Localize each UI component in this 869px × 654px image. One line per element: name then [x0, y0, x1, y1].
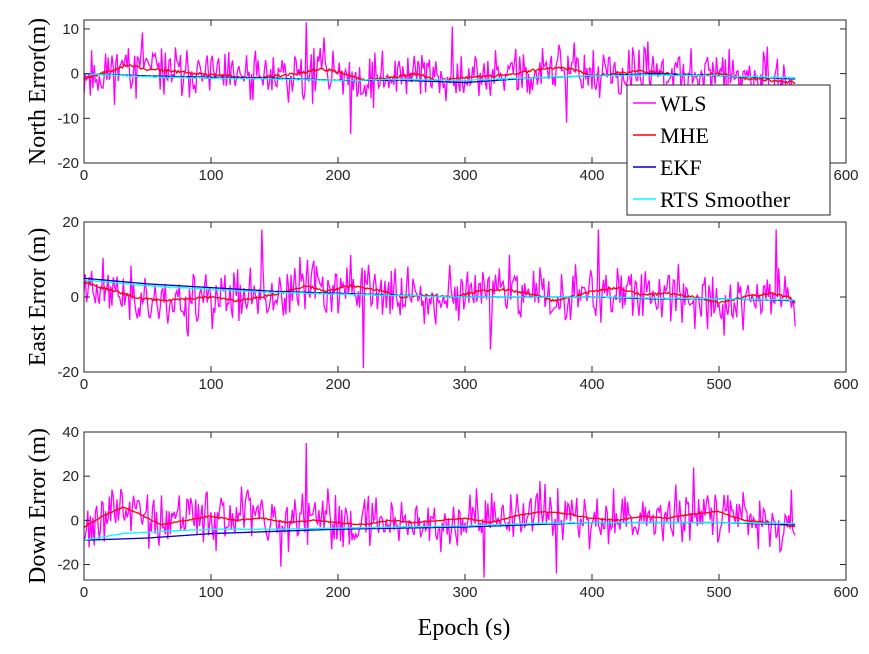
x-tick-label: 100 — [198, 167, 223, 184]
legend: WLS MHE EKF RTS Smoother — [626, 84, 831, 216]
y-tick-label: -20 — [57, 557, 79, 574]
series-mhe-line — [84, 506, 796, 529]
y-tick-label: -20 — [57, 155, 79, 172]
x-tick-label: 300 — [452, 376, 477, 393]
y-tick-label: 0 — [71, 512, 79, 529]
y-tick-label: 20 — [62, 468, 79, 485]
y-axis-label: Down Error (m) — [25, 428, 51, 584]
x-tick-label: 600 — [833, 167, 858, 184]
y-tick-label: 40 — [62, 424, 79, 441]
x-tick-label: 300 — [452, 167, 477, 184]
x-tick-label: 500 — [706, 376, 731, 393]
x-tick-label: 0 — [80, 584, 88, 601]
x-tick-label: 200 — [325, 167, 350, 184]
legend-label: RTS Smoother — [660, 187, 791, 212]
series-wls-line — [84, 22, 796, 134]
x-tick-label: 300 — [452, 584, 477, 601]
x-tick-label: 400 — [579, 167, 604, 184]
plot-area — [84, 22, 796, 134]
legend-item-ekf: EKF — [633, 155, 702, 180]
legend-label: MHE — [660, 123, 709, 148]
series-rts-smoother-line — [84, 521, 796, 542]
y-tick-label: 10 — [62, 21, 79, 38]
series-wls-line — [84, 443, 796, 578]
plot-area — [84, 229, 796, 369]
legend-item-mhe: MHE — [633, 123, 709, 148]
x-tick-label: 100 — [198, 376, 223, 393]
legend-label: WLS — [660, 91, 706, 116]
legend-box — [626, 84, 831, 216]
plot-area — [84, 443, 796, 578]
x-tick-label: 600 — [833, 376, 858, 393]
legend-item-rts-smoother: RTS Smoother — [633, 187, 791, 212]
series-ekf-line — [84, 72, 796, 84]
x-axis-label: Epoch (s) — [418, 615, 511, 641]
x-tick-label: 200 — [325, 376, 350, 393]
x-tick-label: 400 — [579, 376, 604, 393]
x-tick-label: 200 — [325, 584, 350, 601]
x-tick-label: 400 — [579, 584, 604, 601]
y-tick-label: 0 — [71, 66, 79, 83]
series-rts-smoother-line — [84, 72, 796, 82]
series-rts-smoother-line — [84, 279, 796, 302]
legend-label: EKF — [660, 155, 702, 180]
x-tick-label: 100 — [198, 584, 223, 601]
y-tick-label: -10 — [57, 110, 79, 127]
legend-item-wls: WLS — [633, 91, 706, 116]
y-tick-label: 20 — [62, 214, 79, 231]
x-tick-label: 500 — [706, 584, 731, 601]
x-tick-label: 0 — [80, 376, 88, 393]
y-tick-label: -20 — [57, 364, 79, 381]
y-axis-label: North Error(m) — [25, 18, 51, 165]
x-tick-label: 600 — [833, 584, 858, 601]
y-tick-label: 0 — [71, 289, 79, 306]
x-tick-label: 0 — [80, 167, 88, 184]
y-axis-label: East Error (m) — [25, 228, 51, 367]
